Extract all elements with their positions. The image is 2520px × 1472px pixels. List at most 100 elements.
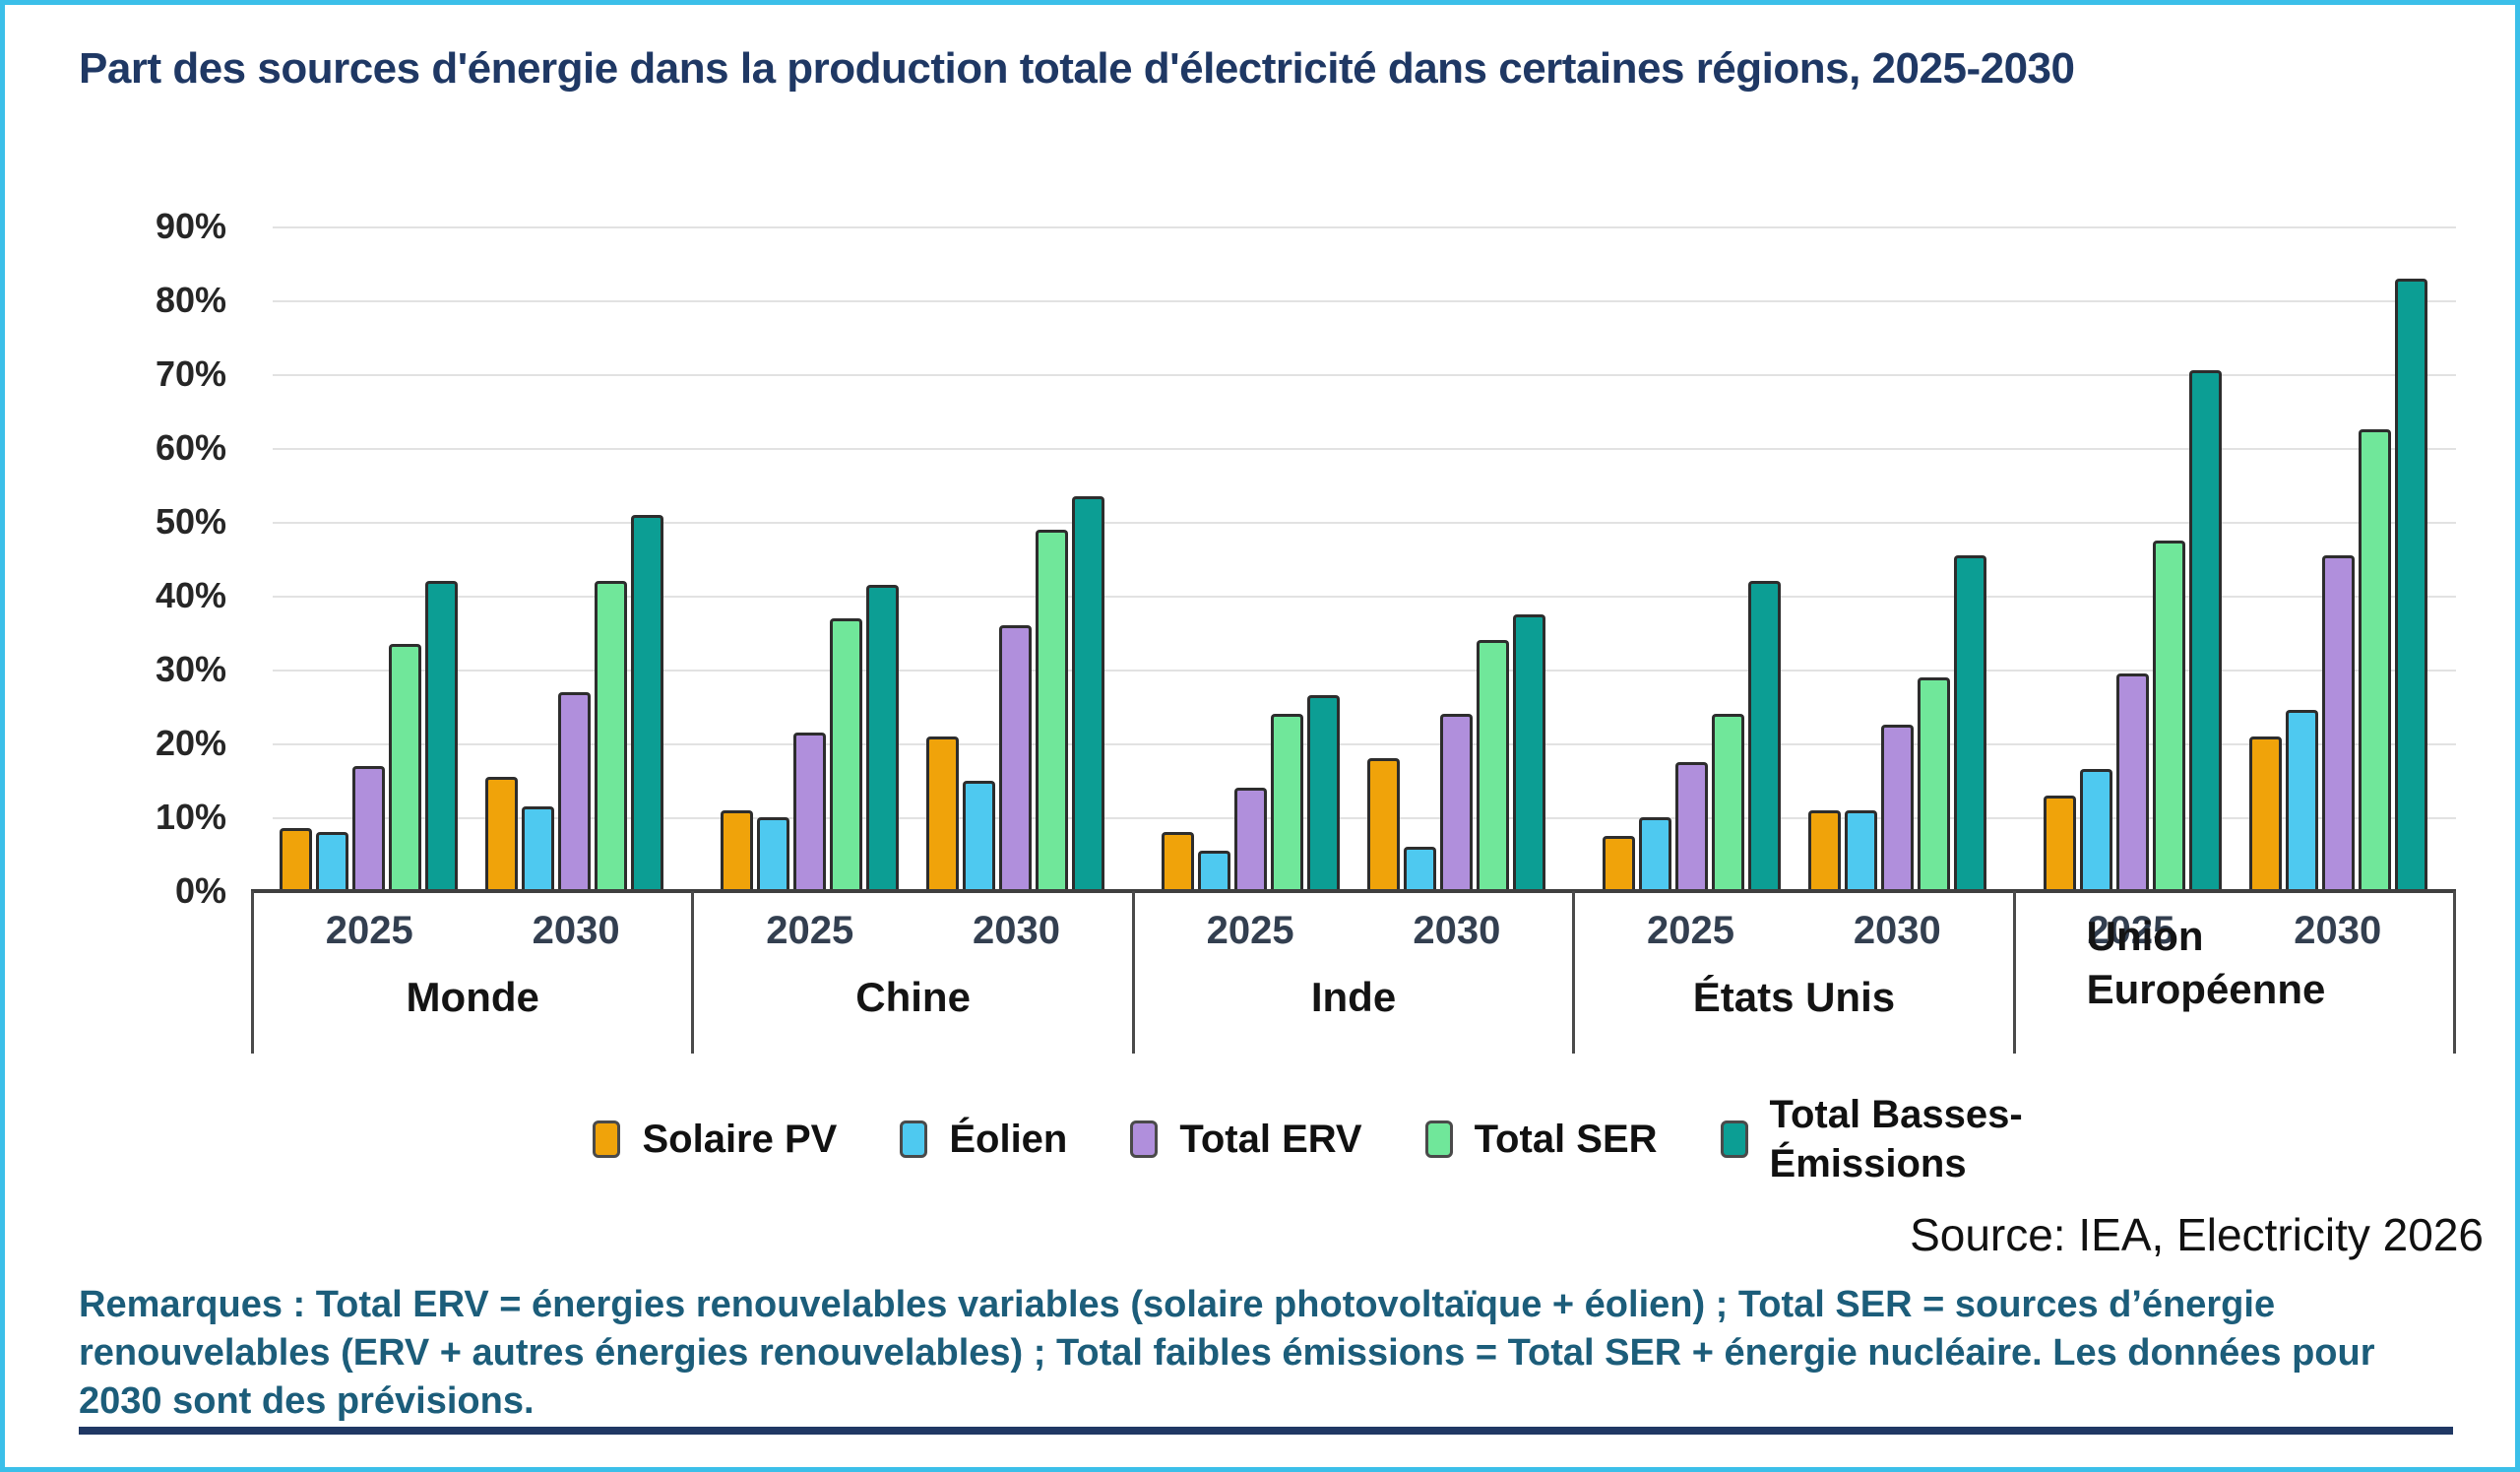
legend-label-eolien: Éolien bbox=[949, 1118, 1068, 1161]
region-label-monde: Monde bbox=[406, 974, 539, 1020]
bar-inde-2030-solaire-pv bbox=[1367, 758, 1401, 891]
bar-etats-unis-2030-solaire-pv bbox=[1808, 809, 1842, 891]
year-label-chine-2030: 2030 bbox=[973, 909, 1060, 952]
gridline-70 bbox=[273, 374, 2456, 376]
yeargroup-union-europeenne-2025 bbox=[2043, 182, 2222, 891]
legend-swatch-solaire-pv bbox=[593, 1120, 621, 1158]
group-inde bbox=[1133, 182, 1574, 891]
year-label-monde-2030: 2030 bbox=[532, 909, 620, 952]
bottom-divider bbox=[79, 1427, 2453, 1435]
bar-union-europeenne-2030-total-basses-emissions bbox=[2395, 278, 2428, 891]
cat-cell-inde: 2025 2030 Inde bbox=[1135, 891, 1576, 1054]
bar-chine-2030-eolien bbox=[963, 780, 996, 891]
y-tick-60: 60% bbox=[155, 427, 226, 468]
bar-union-europeenne-2030-total-erv bbox=[2322, 554, 2356, 891]
bar-inde-2030-total-basses-emissions bbox=[1513, 613, 1546, 891]
year-row-inde: 2025 2030 bbox=[1135, 909, 1572, 953]
cat-cell-monde: 2025 2030 Monde bbox=[251, 891, 695, 1054]
remarks-text: Remarques : Total ERV = énergies renouve… bbox=[79, 1284, 2375, 1422]
legend-item-solaire-pv: Solaire PV bbox=[593, 1115, 837, 1164]
x-axis-line bbox=[251, 889, 2456, 893]
bar-chine-2025-total-ser bbox=[829, 617, 862, 891]
bar-monde-2025-solaire-pv bbox=[279, 828, 312, 891]
bar-etats-unis-2025-eolien bbox=[1638, 817, 1671, 891]
year-label-etats-unis-2025: 2025 bbox=[1647, 909, 1734, 952]
legend-swatch-total-erv bbox=[1130, 1120, 1159, 1158]
bar-inde-2025-total-erv bbox=[1233, 788, 1267, 891]
group-union-europeenne bbox=[2015, 182, 2456, 891]
cat-cell-chine: 2025 2030 Chine bbox=[694, 891, 1135, 1054]
legend-swatch-total-basses-emissions bbox=[1720, 1120, 1748, 1158]
legend-swatch-eolien bbox=[900, 1120, 928, 1158]
bar-union-europeenne-2025-total-erv bbox=[2115, 672, 2149, 891]
yeargroup-chine-2030 bbox=[926, 182, 1105, 891]
bar-inde-2025-solaire-pv bbox=[1161, 832, 1194, 891]
bar-etats-unis-2025-total-basses-emissions bbox=[1747, 581, 1781, 891]
bar-monde-2030-total-erv bbox=[558, 691, 592, 891]
y-tick-30: 30% bbox=[155, 649, 226, 689]
gridline-10 bbox=[273, 817, 2456, 819]
group-etats-unis bbox=[1574, 182, 2015, 891]
bar-monde-2025-total-erv bbox=[351, 765, 385, 891]
legend-label-solaire-pv: Solaire PV bbox=[642, 1118, 838, 1161]
y-tick-40: 40% bbox=[155, 575, 226, 615]
bar-chine-2025-solaire-pv bbox=[720, 809, 753, 891]
year-row-monde: 2025 2030 bbox=[254, 909, 691, 953]
gridline-80 bbox=[273, 300, 2456, 302]
bar-chine-2025-total-erv bbox=[792, 732, 826, 891]
gridline-60 bbox=[273, 448, 2456, 450]
cat-cell-etats-unis: 2025 2030 États Unis bbox=[1575, 891, 2016, 1054]
bar-union-europeenne-2025-total-ser bbox=[2152, 540, 2185, 891]
bar-chine-2030-total-ser bbox=[1036, 529, 1069, 891]
bar-monde-2030-total-basses-emissions bbox=[631, 514, 664, 891]
bar-monde-2025-eolien bbox=[315, 832, 348, 891]
yeargroup-inde-2025 bbox=[1161, 182, 1340, 891]
bar-chine-2025-total-basses-emissions bbox=[865, 584, 899, 891]
yeargroup-etats-unis-2030 bbox=[1808, 182, 1987, 891]
bar-chine-2030-total-basses-emissions bbox=[1072, 495, 1105, 891]
bar-inde-2025-total-basses-emissions bbox=[1306, 695, 1340, 891]
category-axis: 2025 2030 Monde 2025 2030 Chine 2025 2030 Inde 20… bbox=[251, 891, 2457, 1054]
bar-monde-2030-eolien bbox=[522, 805, 555, 891]
region-label-union-europeenne: Union Européenne bbox=[2086, 913, 2326, 1012]
plot-area: 0% 10% 20% 30% 40% 50% 60% 70% 80% 90% bbox=[156, 182, 2456, 911]
legend-item-total-basses-emissions: Total Basses-Émissions bbox=[1720, 1090, 2114, 1188]
legend-item-total-erv: Total ERV bbox=[1130, 1115, 1362, 1164]
year-row-chine: 2025 2030 bbox=[694, 909, 1131, 953]
legend-label-total-erv: Total ERV bbox=[1179, 1118, 1362, 1161]
year-label-inde-2025: 2025 bbox=[1206, 909, 1294, 952]
yeargroup-monde-2030 bbox=[485, 182, 664, 891]
year-label-inde-2030: 2030 bbox=[1413, 909, 1501, 952]
bar-inde-2030-total-ser bbox=[1477, 640, 1510, 891]
legend-item-total-ser: Total SER bbox=[1424, 1115, 1658, 1164]
yeargroup-chine-2025 bbox=[720, 182, 899, 891]
year-label-chine-2025: 2025 bbox=[766, 909, 854, 952]
bar-union-europeenne-2030-solaire-pv bbox=[2249, 736, 2283, 891]
bar-chine-2030-total-erv bbox=[999, 625, 1033, 891]
bar-monde-2030-solaire-pv bbox=[485, 776, 519, 891]
bar-chine-2025-eolien bbox=[756, 817, 789, 891]
gridline-50 bbox=[273, 522, 2456, 524]
bar-inde-2030-total-erv bbox=[1440, 714, 1474, 891]
gridline-20 bbox=[273, 743, 2456, 745]
year-row-union-europeenne: 2025 2030 bbox=[2016, 909, 2453, 953]
bar-union-europeenne-2025-total-basses-emissions bbox=[2188, 370, 2222, 891]
bar-etats-unis-2030-total-ser bbox=[1918, 676, 1951, 891]
legend-label-total-basses-emissions: Total Basses-Émissions bbox=[1769, 1093, 2023, 1185]
cat-cell-union-europeenne: 2025 2030 Union Européenne bbox=[2016, 891, 2457, 1054]
year-label-monde-2025: 2025 bbox=[325, 909, 413, 952]
y-tick-0: 0% bbox=[174, 870, 226, 911]
yeargroup-etats-unis-2025 bbox=[1602, 182, 1781, 891]
bar-etats-unis-2030-total-erv bbox=[1881, 725, 1915, 891]
y-tick-70: 70% bbox=[155, 353, 226, 394]
bar-union-europeenne-2025-solaire-pv bbox=[2043, 795, 2076, 891]
y-tick-10: 10% bbox=[155, 797, 226, 837]
region-label-chine: Chine bbox=[855, 974, 971, 1020]
yeargroup-monde-2025 bbox=[279, 182, 458, 891]
bar-monde-2025-total-ser bbox=[388, 643, 421, 891]
gridline-90 bbox=[273, 226, 2456, 228]
legend-swatch-total-ser bbox=[1424, 1120, 1453, 1158]
bar-etats-unis-2025-solaire-pv bbox=[1602, 835, 1635, 891]
y-tick-50: 50% bbox=[155, 501, 226, 542]
